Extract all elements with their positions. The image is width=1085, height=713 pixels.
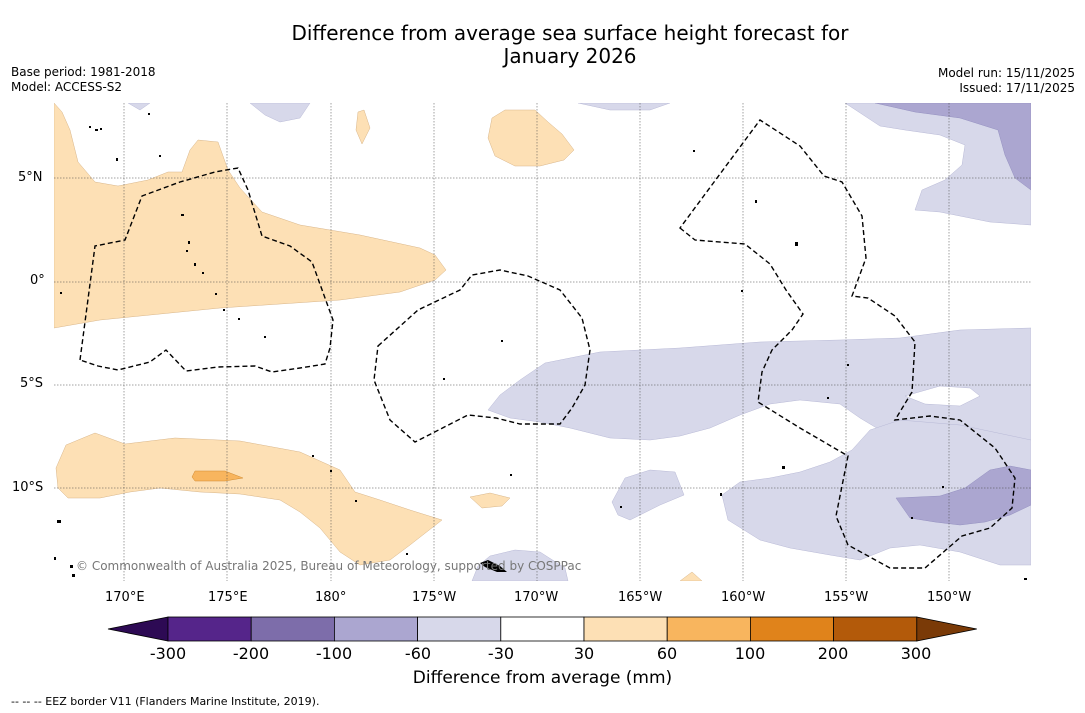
colorbar-segment: [500, 616, 585, 642]
negative-anomaly-northeast: [844, 103, 1031, 226]
copyright-notice: © Commonwealth of Australia 2025, Bureau…: [76, 559, 582, 573]
map-title: Difference from average sea surface heig…: [0, 22, 1085, 68]
lat-tick: 5°N: [18, 170, 43, 185]
negative-anomaly-southeast-strong: [895, 465, 1031, 526]
islands: [54, 113, 1027, 580]
colorbar-label: 30: [573, 644, 595, 663]
colorbar-segment: [666, 616, 751, 642]
positive-anomaly-equatorial-west: [54, 103, 447, 329]
negative-anomaly-top-strip: [249, 103, 311, 123]
eez-border-kiribati-phoenix: [373, 269, 591, 443]
base-period: Base period: 1981-2018: [11, 65, 156, 79]
negative-anomaly-northeast-strong: [874, 103, 1031, 191]
anomaly-fields: [54, 103, 1031, 581]
colorbar-extension-high: [916, 616, 977, 642]
white-gap-east: [904, 385, 981, 407]
colorbar-segment: [833, 616, 918, 642]
lat-tick: 5°S: [20, 376, 44, 391]
lat-tick: 0°: [30, 273, 45, 288]
positive-anomaly-near-171w: [487, 109, 575, 167]
colorbar-label: 100: [734, 644, 766, 663]
eez-borders: [79, 119, 1016, 569]
colorbar-label: -300: [149, 644, 187, 663]
colorbar-label: 300: [900, 644, 932, 663]
negative-anomaly-bottom: [471, 549, 569, 581]
lon-tick: 170°W: [514, 590, 559, 605]
colorbar-segment: [250, 616, 335, 642]
colorbar-label: -30: [487, 644, 515, 663]
colorbar-label: 60: [656, 644, 678, 663]
colorbar-label: -200: [232, 644, 270, 663]
negative-anomaly-top-strip-3: [127, 103, 151, 111]
colorbar-label: 200: [817, 644, 849, 663]
lon-tick: 155°W: [824, 590, 869, 605]
lon-tick: 175°W: [412, 590, 457, 605]
positive-anomaly-bottom: [679, 571, 703, 581]
model-name: Model: ACCESS-S2: [11, 80, 123, 94]
colorbar-segment: [167, 616, 252, 642]
lon-tick: 180°: [315, 590, 347, 605]
colorbar-segment: [417, 616, 502, 642]
colorbar-title: Difference from average (mm): [412, 668, 673, 688]
positive-anomaly-near-175w: [355, 109, 371, 145]
gridlines: [54, 103, 1031, 581]
positive-anomaly-fiji: [55, 432, 443, 566]
lon-tick: 170°E: [105, 590, 145, 605]
lon-tick: 150°W: [927, 590, 972, 605]
lon-tick: 175°E: [208, 590, 248, 605]
colorbar-label: -100: [315, 644, 353, 663]
map-title-line2: January 2026: [503, 44, 637, 68]
lon-tick: 165°W: [618, 590, 663, 605]
colorbar-segment: [333, 616, 418, 642]
colorbar-extension-low: [107, 616, 169, 642]
negative-anomaly-top-strip-2: [577, 103, 671, 111]
eez-border-kiribati-gilberts: [79, 167, 334, 373]
map-title-line1: Difference from average sea surface heig…: [291, 21, 849, 45]
negative-anomaly-southeast: [721, 419, 1031, 566]
meta-right: Model run: 15/11/2025 Issued: 17/11/2025: [938, 66, 1075, 96]
colorbar-label: -60: [404, 644, 432, 663]
eez-footnote: -- -- -- EEZ border V11 (Flanders Marine…: [11, 695, 320, 708]
colorbar-segment: [583, 616, 668, 642]
model-run: Model run: 15/11/2025: [937, 66, 1075, 80]
lat-tick: 10°S: [12, 480, 44, 495]
eez-border-kiribati-line: [679, 119, 1016, 569]
colorbar-segment: [750, 616, 835, 642]
negative-anomaly-near-164w: [611, 469, 685, 521]
positive-anomaly-near-171w-south: [469, 492, 511, 509]
positive-anomaly-60-100: [191, 470, 244, 482]
meta-left: Base period: 1981-2018 Model: ACCESS-S2: [11, 65, 156, 95]
lon-tick: 160°W: [721, 590, 766, 605]
issued-date: Issued: 17/11/2025: [959, 81, 1075, 95]
